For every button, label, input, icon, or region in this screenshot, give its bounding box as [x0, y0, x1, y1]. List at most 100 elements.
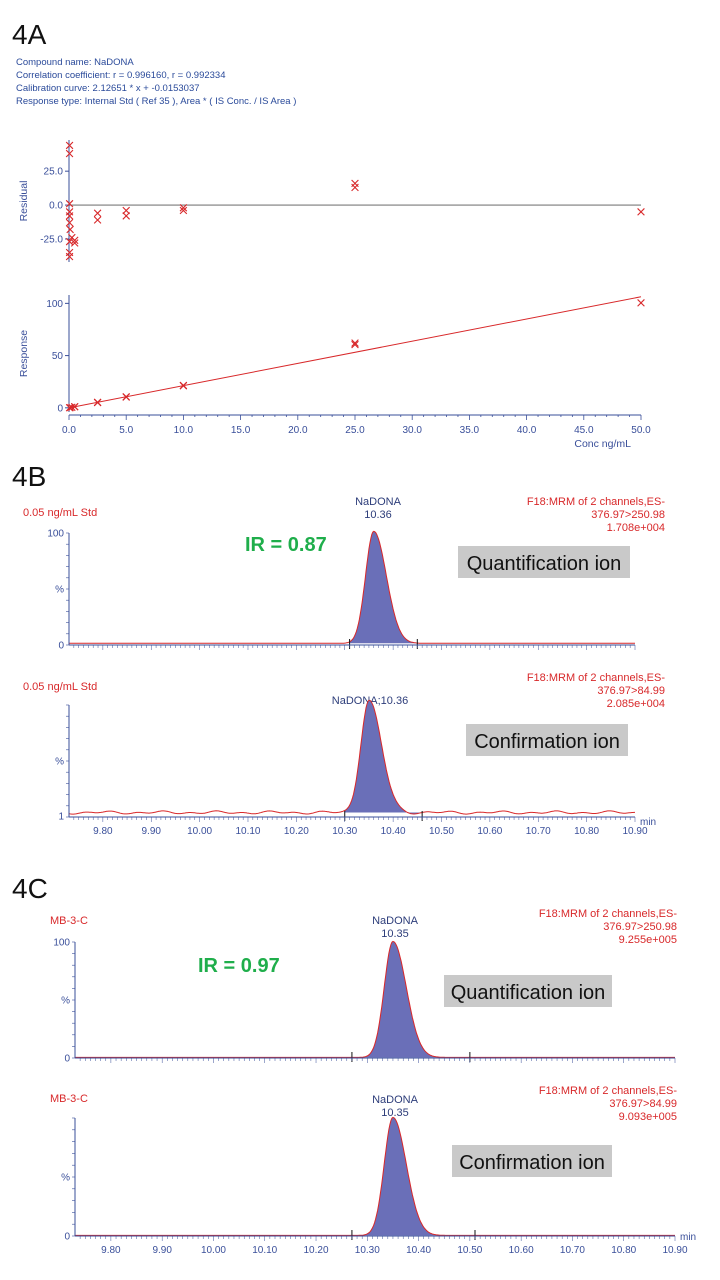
residual-y-tick-label: -25.0 — [40, 234, 63, 245]
b-quant-ion-box — [458, 546, 630, 578]
c-quant-ion-box — [444, 975, 612, 1007]
b-x-unit: min — [640, 817, 656, 828]
calibration-x-tick-label: 5.0 — [119, 425, 133, 436]
b-confirm-chromatogram: 1% 9.80 9.90 10.00 10.10 10.20 10.30 10.40 10.50… — [55, 699, 648, 837]
c-confirm-ion-label: Confirmation ion — [459, 1152, 605, 1174]
calibration-y-tick-label: 0 — [57, 403, 63, 414]
chrom_4C_confirm-x-tick-label: 10.70 — [560, 1245, 585, 1256]
chrom_4C_confirm-x-tick-label: 9.80 — [101, 1245, 121, 1256]
calibration-point — [122, 392, 130, 401]
calibration-point — [179, 381, 188, 390]
calibration-x-tick-label: 0.0 — [62, 425, 76, 436]
c-quant-chromatogram: 0 100% — [53, 938, 676, 1065]
b-quant-intensity: 1.708e+004 — [607, 522, 665, 534]
c-confirm-ion-box — [452, 1145, 612, 1177]
residual-plot: 25.0 0.0 -25.0 Residual — [18, 140, 645, 262]
residual-point — [65, 149, 74, 158]
c-confirm-intensity: 9.093e+005 — [619, 1111, 677, 1123]
chrom_4B_quant-peak-area — [349, 531, 418, 644]
calibration-point — [93, 398, 102, 407]
c-quant-intensity: 9.255e+005 — [619, 934, 677, 946]
c-confirm-channel-line1: F18:MRM of 2 channels,ES- — [539, 1085, 678, 1097]
calibration-x-tick-label: 15.0 — [231, 425, 251, 436]
calibration-point — [68, 403, 76, 412]
chrom_4B_confirm-x-tick-label: 10.90 — [622, 826, 647, 837]
residual-point — [65, 212, 74, 220]
calibration-point — [351, 339, 359, 347]
chrom_4C_quant-trace — [75, 940, 675, 1058]
calibration-x-axis-title: Conc ng/mL — [574, 438, 631, 450]
chrom_4C_confirm-x-tick-label: 9.90 — [152, 1245, 172, 1256]
calibration-x-tick-label: 10.0 — [174, 425, 194, 436]
chrom_4C_confirm-x-tick-label: 10.50 — [457, 1245, 482, 1256]
b-quant-peak-name: NaDONA — [355, 496, 402, 508]
calibration-x-tick-label: 35.0 — [460, 425, 480, 436]
calibration-x-tick-label: 25.0 — [345, 425, 365, 436]
calibration-y-axis-title: Response — [18, 330, 30, 377]
calibration-x-tick-label: 45.0 — [574, 425, 594, 436]
calibration-point — [351, 340, 359, 349]
calibration-x-tick-label: 20.0 — [288, 425, 308, 436]
chrom_4B_confirm-y-percent: % — [55, 757, 64, 768]
calibration-fit-line — [68, 296, 642, 409]
residual-point — [637, 208, 645, 216]
b-confirm-sample-label: 0.05 ng/mL Std — [23, 681, 97, 693]
compound-name-text: Compound name: NaDONA — [16, 57, 134, 68]
chrom_4C_confirm-peak-area — [351, 1117, 475, 1236]
chrom_4C_quant-y-tick-label: 0 — [64, 1054, 70, 1065]
c-quant-peak-rt: 10.35 — [381, 928, 409, 940]
chrom_4B_confirm-x-tick-label: 10.10 — [235, 826, 260, 837]
c-confirm-sample-label: MB-3-C — [50, 1093, 88, 1105]
b-confirm-ion-box — [466, 724, 628, 756]
calibration-x-tick-label: 30.0 — [402, 425, 422, 436]
c-x-unit: min — [680, 1232, 696, 1243]
b-confirm-ion-label: Confirmation ion — [474, 731, 620, 753]
chrom_4C_confirm-y-tick-label: 0 — [64, 1232, 70, 1243]
chrom_4B_confirm-x-tick-label: 9.90 — [142, 826, 162, 837]
chrom_4C_confirm-x-tick-label: 10.90 — [662, 1245, 687, 1256]
residual-point — [122, 212, 130, 220]
chrom_4C_confirm-x-tick-label: 10.40 — [406, 1245, 431, 1256]
chrom_4C_quant-y-tick-label: 100 — [53, 938, 70, 949]
chrom_4B_confirm-x-tick-label: 10.20 — [284, 826, 309, 837]
calibration-plot: 0 50 100 Response 0.0 5.0 10.0 15.0 20.0 25.0 30.0… — [18, 295, 651, 450]
chrom_4C_confirm-x-tick-label: 10.00 — [201, 1245, 226, 1256]
calibration-point — [70, 402, 79, 411]
calibration-y-tick-label: 50 — [52, 351, 64, 362]
b-confirm-channel-line1: F18:MRM of 2 channels,ES- — [527, 672, 666, 684]
chrom_4B_quant-trace — [69, 530, 635, 644]
c-quant-sample-label: MB-3-C — [50, 915, 88, 927]
chrom_4B_confirm-x-tick-label: 10.40 — [381, 826, 406, 837]
c-confirm-channel-line2: 376.97>84.99 — [609, 1098, 677, 1110]
residual-point — [65, 199, 74, 208]
chrom_4B_confirm-x-tick-label: 10.70 — [526, 826, 551, 837]
c-quant-channel-line2: 376.97>250.98 — [603, 921, 677, 933]
residual-y-tick-label: 25.0 — [44, 167, 64, 178]
b-quant-channel-line1: F18:MRM of 2 channels,ES- — [527, 496, 666, 508]
chrom_4B_quant-y-tick-label: 100 — [47, 529, 64, 540]
residual-point — [351, 183, 359, 192]
residual-point — [65, 141, 74, 150]
panel-4c-label: 4C — [12, 873, 48, 904]
chrom_4B_quant-y-tick-label: 0 — [58, 641, 64, 652]
residual-point — [93, 209, 102, 217]
chrom_4B_confirm-x-tick-label: 10.60 — [477, 826, 502, 837]
chrom_4C_confirm-x-tick-label: 10.10 — [252, 1245, 277, 1256]
panel-4b-label: 4B — [12, 461, 46, 492]
residual-point — [179, 203, 188, 212]
calibration-x-tick-label: 40.0 — [517, 425, 537, 436]
c-quant-peak-name: NaDONA — [372, 915, 419, 927]
c-quant-ion-label: Quantification ion — [451, 982, 606, 1004]
residual-point — [93, 216, 102, 224]
residual-point — [66, 225, 74, 234]
residual-y-axis-title: Residual — [18, 181, 30, 222]
chrom_4B_confirm-x-tick-label: 10.50 — [429, 826, 454, 837]
chrom_4B_confirm-x-tick-label: 10.80 — [574, 826, 599, 837]
chrom_4B_confirm-trace — [68, 699, 635, 815]
chrom_4C_confirm-x-tick-label: 10.20 — [304, 1245, 329, 1256]
b-quant-peak-rt: 10.36 — [364, 509, 392, 521]
c-confirm-chromatogram: 0% 9.80 9.90 10.00 10.10 10.20 10.30 10.40 10.50… — [61, 1116, 688, 1256]
calibration-y-tick-label: 100 — [46, 299, 63, 310]
chrom_4C_confirm-x-tick-label: 10.30 — [355, 1245, 380, 1256]
chrom_4C_confirm-trace — [75, 1116, 675, 1236]
